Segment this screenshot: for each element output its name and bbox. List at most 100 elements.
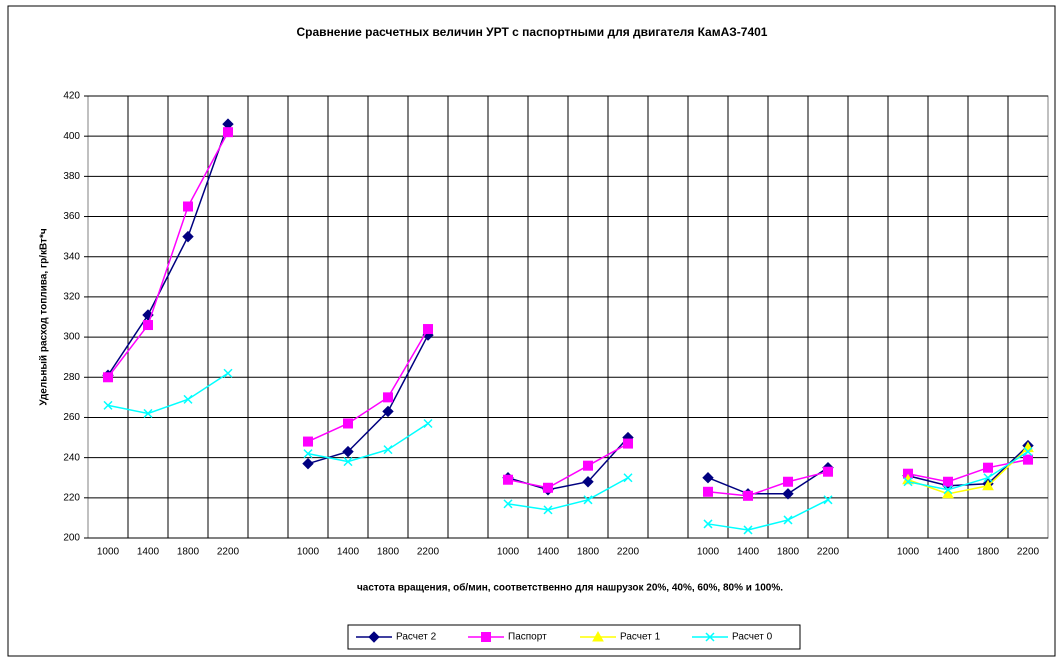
series-line: [107, 123, 1029, 495]
y-tick-label: 300: [63, 332, 80, 343]
marker: [303, 449, 313, 459]
x-tick-label: 2200: [617, 547, 640, 558]
marker: [703, 486, 713, 497]
series-line: [107, 372, 1029, 531]
marker: [103, 400, 113, 410]
x-tick-label: 1000: [697, 547, 720, 558]
marker: [743, 490, 753, 501]
marker: [183, 201, 193, 212]
marker: [705, 632, 715, 642]
y-tick-label: 240: [63, 452, 80, 463]
marker: [143, 320, 153, 331]
marker: [983, 462, 993, 473]
marker-cross: [623, 473, 633, 483]
marker-cross: [223, 368, 233, 378]
legend-label: Паспорт: [508, 632, 547, 643]
marker: [223, 127, 233, 138]
marker: [543, 482, 553, 493]
y-tick-label: 340: [63, 251, 80, 262]
marker: [1023, 447, 1033, 457]
marker: [302, 457, 314, 470]
marker: [223, 368, 233, 378]
marker-cross: [103, 400, 113, 410]
y-tick-label: 260: [63, 412, 80, 423]
x-tick-label: 1800: [177, 547, 200, 558]
marker: [903, 477, 913, 487]
y-tick-label: 200: [63, 533, 80, 544]
marker: [823, 466, 833, 477]
marker: [423, 418, 433, 429]
marker-cross: [503, 499, 513, 509]
marker: [143, 408, 153, 418]
x-tick-label: 1400: [737, 547, 760, 558]
marker-cross: [743, 525, 753, 535]
marker: [342, 445, 354, 458]
marker: [303, 436, 313, 447]
series-line: [907, 447, 1029, 495]
marker: [583, 495, 593, 505]
marker-cross: [183, 394, 193, 404]
chart-title: Сравнение расчетных величин УРТ с паспор…: [297, 25, 768, 39]
x-tick-label: 1000: [897, 547, 920, 558]
x-tick-label: 1400: [137, 547, 160, 558]
x-tick-label: 1400: [537, 547, 560, 558]
marker: [423, 324, 433, 335]
marker: [343, 457, 353, 467]
x-axis-title: частота вращения, об/мин, соответственно…: [357, 582, 783, 594]
marker: [383, 392, 393, 403]
marker: [623, 473, 633, 483]
marker-cross: [343, 457, 353, 467]
marker: [783, 476, 793, 487]
y-tick-label: 380: [63, 171, 80, 182]
x-tick-label: 1000: [497, 547, 520, 558]
marker: [1023, 454, 1033, 465]
x-tick-label: 1800: [977, 547, 1000, 558]
marker-cross: [943, 485, 953, 495]
marker: [592, 630, 604, 642]
x-tick-label: 2200: [817, 547, 840, 558]
x-tick-label: 1800: [377, 547, 400, 558]
marker: [703, 519, 713, 529]
marker-cross: [543, 505, 553, 515]
marker: [103, 372, 113, 383]
marker: [943, 476, 953, 487]
legend-label: Расчет 2: [396, 632, 437, 643]
marker: [383, 445, 393, 455]
y-tick-label: 420: [63, 91, 80, 102]
marker-cross: [583, 495, 593, 505]
marker: [182, 230, 194, 243]
series-line: [107, 131, 1029, 497]
marker-cross: [705, 632, 715, 642]
marker: [783, 515, 793, 525]
marker: [543, 505, 553, 515]
marker: [623, 438, 633, 449]
marker: [503, 474, 513, 485]
marker-cross: [983, 473, 993, 483]
marker: [982, 479, 994, 491]
y-tick-label: 280: [63, 372, 80, 383]
marker-cross: [143, 408, 153, 418]
marker: [743, 525, 753, 535]
x-tick-label: 2200: [417, 547, 440, 558]
marker: [782, 488, 794, 500]
marker-cross: [383, 445, 393, 455]
marker: [582, 476, 594, 488]
y-tick-label: 320: [63, 292, 80, 303]
y-axis-title: Удельный расход топлива, гр/кВт*ч: [39, 228, 50, 406]
marker: [702, 472, 714, 484]
marker: [823, 495, 833, 505]
legend-label: Расчет 0: [732, 632, 773, 643]
marker-cross: [783, 515, 793, 525]
y-tick-label: 220: [63, 492, 80, 503]
x-tick-label: 1400: [937, 547, 960, 558]
marker-cross: [823, 495, 833, 505]
marker: [343, 418, 353, 429]
x-tick-label: 1400: [337, 547, 360, 558]
marker: [183, 394, 193, 404]
y-tick-label: 360: [63, 211, 80, 222]
legend-label: Расчет 1: [620, 632, 661, 643]
x-tick-label: 1000: [97, 547, 120, 558]
marker-cross: [903, 477, 913, 487]
marker-cross: [423, 418, 433, 429]
